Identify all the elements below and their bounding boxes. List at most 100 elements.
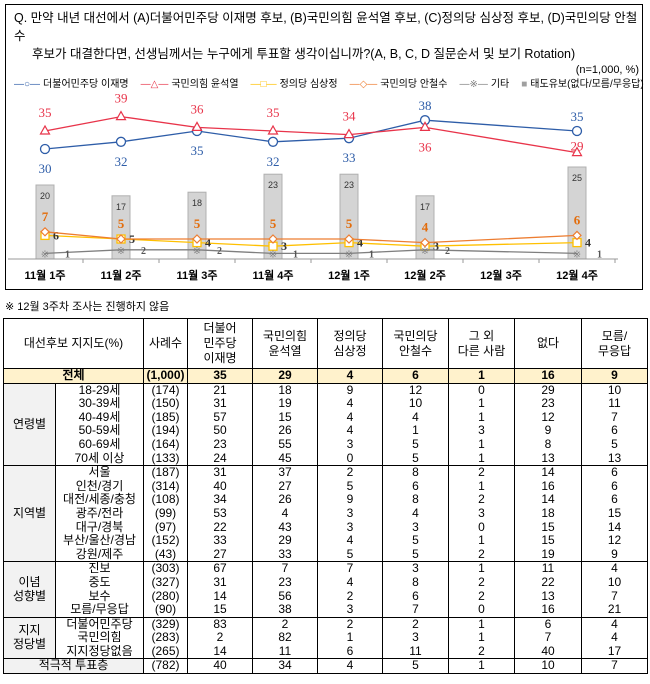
- value-cell: 31: [187, 465, 253, 480]
- x-marker: ※: [345, 249, 353, 260]
- value-cell: 8: [382, 575, 449, 590]
- legend-label: 더불어민주당 이재명: [43, 79, 129, 90]
- value-cell: 33: [252, 547, 318, 562]
- data-label: 7: [42, 209, 49, 224]
- data-label: 36: [191, 101, 205, 116]
- column-header: 그 외 다른 사람: [448, 318, 515, 369]
- value-cell: 10: [382, 397, 449, 411]
- table-row: 50-59세 (194) 50 26 4 1 3 9 6: [4, 424, 648, 438]
- x-marker: ※: [117, 246, 125, 257]
- row-label: 광주/전라: [55, 506, 144, 521]
- sample-count: (150): [143, 397, 188, 411]
- circle-marker: [39, 143, 51, 155]
- data-label: 34: [343, 109, 357, 124]
- diamond-marker: [40, 226, 50, 237]
- value-cell: 13: [514, 451, 582, 466]
- x-legend-icon: —※—: [459, 79, 488, 90]
- value-cell: 7: [382, 602, 449, 618]
- x-tick-label: 11월 3주: [176, 268, 217, 282]
- legend-label: 국민의힘 윤석열: [171, 79, 239, 90]
- table-row: 지지정당없음 (265) 14 11 6 11 2 40 17: [4, 644, 648, 659]
- column-header: 모름/무응답: [581, 318, 648, 369]
- value-cell: 7: [581, 410, 648, 425]
- row-label: 60-69세: [55, 437, 144, 452]
- value-cell: 9: [317, 382, 383, 398]
- x-tick-label: 11월 2주: [100, 268, 141, 282]
- data-label: 1: [65, 249, 70, 260]
- legend-item: —△— 국민의힘 윤석열: [141, 78, 239, 92]
- table-row: 지역별 서울 (187) 31 37 2 8 2 14 6: [3, 465, 648, 563]
- value-cell: 5: [317, 547, 383, 562]
- data-label: 1: [597, 249, 602, 260]
- row-label: 국민의힘: [55, 631, 144, 645]
- value-cell: 7: [581, 658, 648, 675]
- column-header: 없다: [514, 318, 582, 369]
- sample-count: (99): [143, 506, 188, 521]
- value-cell: 21: [581, 602, 648, 618]
- chart-panel: 20 17 18 23 23 17 25 11월 1주 11월 2주 11월 3주 11월 4주 12…: [5, 4, 644, 290]
- table-row: 대전/세종/충청 (108) 34 26 9 8 2 14 6: [4, 493, 648, 507]
- data-label: 5: [118, 216, 125, 231]
- value-cell: 29: [252, 534, 318, 548]
- value-cell: 9: [514, 424, 582, 438]
- value-cell: 8: [382, 493, 449, 507]
- crosstab-table: 대선후보 지지도(%) 사례수 더불어 민주당 이재명 국민의힘 윤석열 정의당 심상정 국민의당…: [3, 318, 648, 675]
- legend-item: ■ 태도유보(없다/모름/무응답): [521, 78, 643, 92]
- sample-count: (283): [143, 631, 188, 645]
- row-label: 40-49세: [55, 410, 144, 425]
- triangle-marker: [191, 121, 203, 132]
- value-cell: 6: [514, 616, 582, 632]
- data-label: 5: [194, 216, 201, 231]
- value-cell: 37: [252, 465, 318, 480]
- value-cell: 5: [382, 437, 449, 452]
- value-cell: 22: [187, 520, 253, 535]
- sample-count: (1,000): [143, 368, 188, 384]
- value-cell: 1: [448, 658, 515, 675]
- value-cell: 1: [448, 534, 515, 548]
- triangle-marker: [267, 124, 279, 135]
- row-label: 50-59세: [55, 424, 144, 438]
- value-cell: 16: [514, 368, 582, 384]
- circle-marker: [267, 136, 279, 147]
- value-cell: 3: [448, 506, 515, 521]
- value-cell: 15: [514, 520, 582, 535]
- diamond-marker: [116, 234, 126, 244]
- value-cell: 5: [382, 658, 449, 675]
- value-cell: 6: [382, 368, 449, 384]
- triangle-marker: [115, 110, 127, 121]
- value-cell: 12: [382, 382, 449, 398]
- table-row: 적극적 투표층 (782) 40 34 4 5 1 10 7: [3, 658, 648, 675]
- table-row: 연령별 18-29세 (174) 21 18 9 12 0 29 10: [3, 382, 648, 467]
- value-cell: 11: [581, 397, 648, 411]
- value-cell: 1: [448, 616, 515, 632]
- table-row: 60-69세 (164) 23 55 3 5 1 8 5: [4, 437, 648, 452]
- x-marker: ※: [193, 246, 201, 257]
- x-tick-label: 12월 1주: [328, 268, 370, 282]
- value-cell: 83: [187, 616, 253, 632]
- value-cell: 1: [448, 397, 515, 411]
- table-row: 인천/경기 (314) 40 27 5 6 1 16 6: [4, 479, 648, 494]
- value-cell: 82: [252, 631, 318, 645]
- value-cell: 7: [514, 631, 582, 645]
- sample-count: (97): [143, 520, 188, 535]
- value-cell: 17: [581, 644, 648, 659]
- value-cell: 3: [317, 602, 383, 618]
- value-cell: 15: [581, 506, 648, 521]
- value-cell: 24: [187, 451, 253, 466]
- value-cell: 4: [317, 658, 383, 675]
- value-cell: 1: [448, 631, 515, 645]
- value-cell: 15: [514, 534, 582, 548]
- data-label: 4: [585, 236, 591, 250]
- data-label: 33: [343, 150, 356, 165]
- value-cell: 4: [317, 424, 383, 438]
- value-cell: 1: [382, 424, 449, 438]
- value-cell: 3: [382, 631, 449, 645]
- value-cell: 33: [187, 534, 253, 548]
- table-row: 대구/경북 (97) 22 43 3 3 0 15 14: [4, 520, 648, 535]
- bar-value-label: 23: [268, 180, 278, 190]
- value-cell: 14: [581, 520, 648, 535]
- table-row: 강원/제주 (43) 27 33 5 5 2 19 9: [4, 547, 648, 562]
- value-cell: 53: [187, 506, 253, 521]
- diamond-marker: [192, 234, 202, 244]
